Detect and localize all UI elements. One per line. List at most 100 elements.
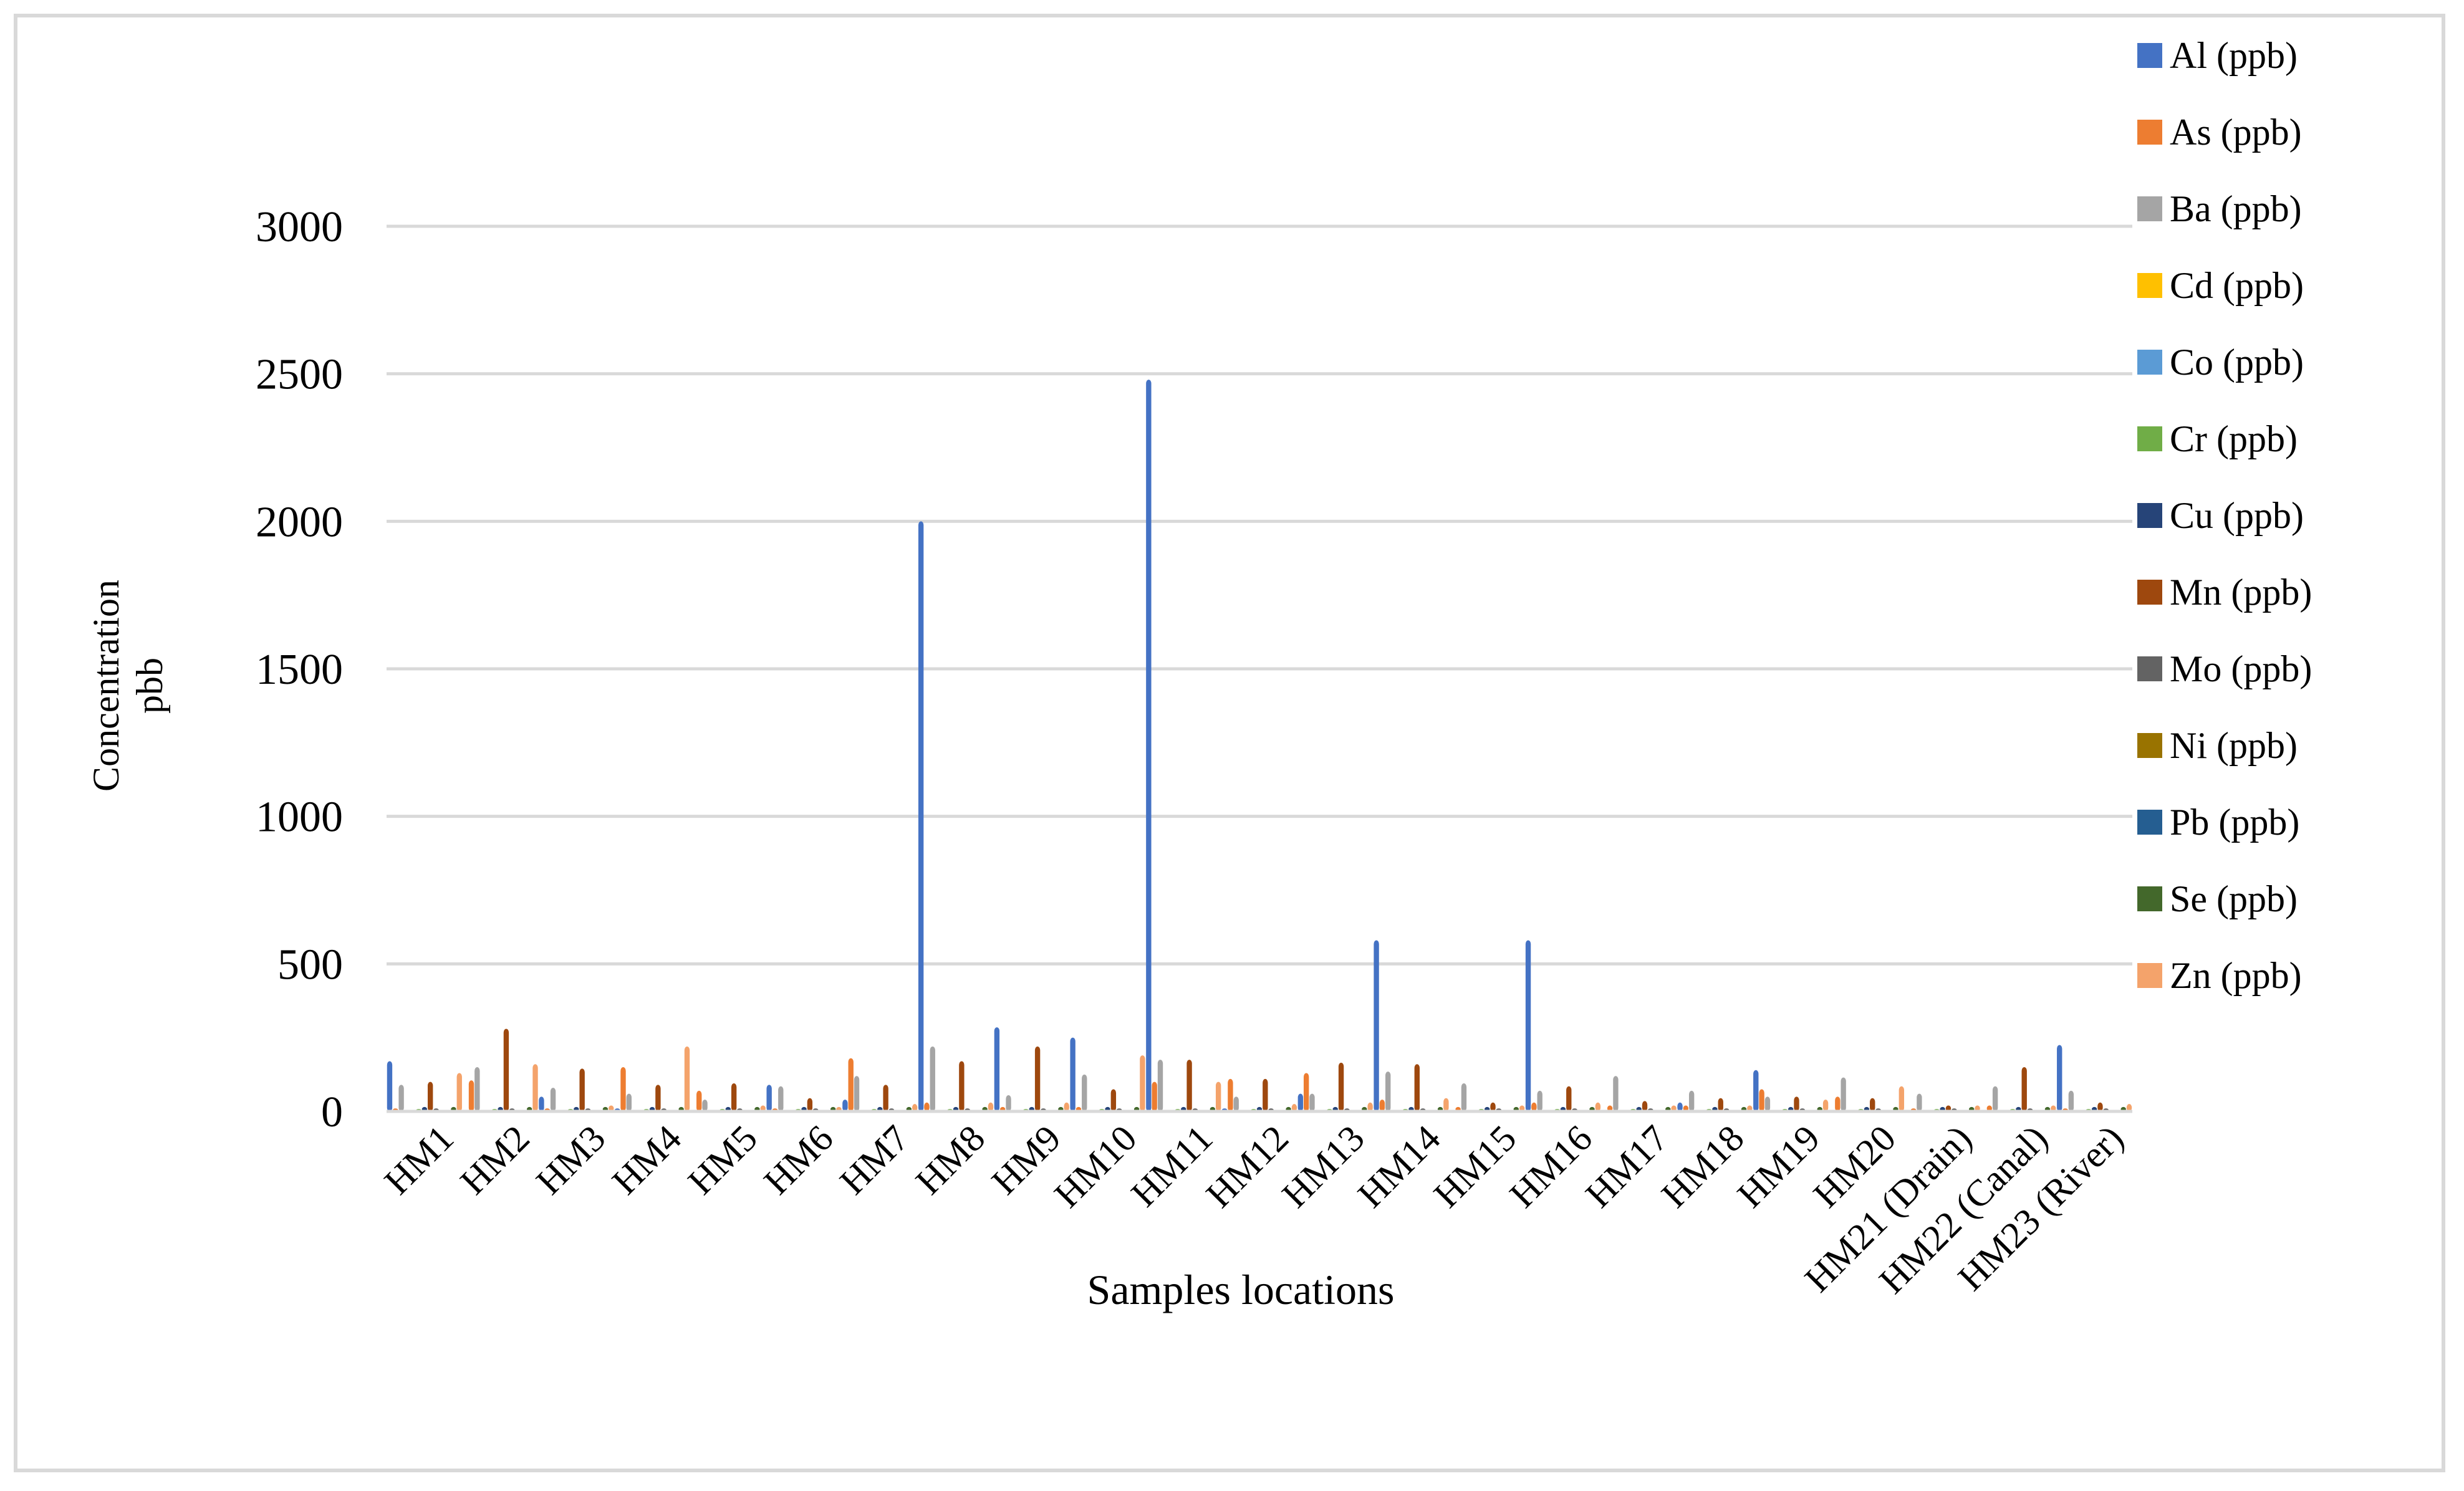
bar <box>1291 1104 1297 1111</box>
legend: Al (ppb) As (ppb) Ba (ppb) Cd (ppb) Co (ppb)… <box>2137 35 2312 996</box>
bar <box>1367 1102 1373 1111</box>
legend-swatch <box>2137 350 2162 375</box>
bar <box>1677 1102 1683 1111</box>
x-tick-label: HM16 <box>1502 1118 1600 1215</box>
legend-swatch <box>2137 886 2162 911</box>
x-tick-label: HM4 <box>604 1118 689 1202</box>
x-tick-label: HM11 <box>1124 1118 1221 1215</box>
bar <box>1753 1070 1759 1111</box>
series-ba <box>398 1046 2074 1111</box>
y-axis-tick-labels: 0 500 1000 1500 2000 2500 3000 <box>256 203 343 1136</box>
bar <box>848 1058 854 1111</box>
bar <box>1070 1037 1076 1111</box>
bar <box>1263 1078 1268 1111</box>
x-axis-label: Samples locations <box>1087 1266 1395 1313</box>
legend-swatch <box>2137 273 2162 298</box>
bar <box>2097 1102 2103 1111</box>
x-tick-label: HM7 <box>832 1118 917 1202</box>
x-tick-label: HM12 <box>1198 1118 1296 1215</box>
bar <box>1414 1064 1420 1111</box>
legend-swatch <box>2137 196 2162 221</box>
legend-item: Cu (ppb) <box>2137 495 2304 536</box>
legend-item: Co (ppb) <box>2137 342 2304 383</box>
legend-label: Cu (ppb) <box>2170 495 2304 536</box>
bar <box>702 1100 708 1111</box>
bar <box>1525 940 1531 1111</box>
bar <box>1233 1096 1239 1111</box>
bar <box>696 1090 702 1111</box>
legend-swatch <box>2137 963 2162 988</box>
bar <box>684 1046 690 1111</box>
legend-label: As (ppb) <box>2170 112 2302 153</box>
legend-label: Ni (ppb) <box>2170 725 2298 766</box>
bar <box>579 1068 585 1111</box>
x-tick-label: HM6 <box>756 1118 841 1202</box>
bar <box>398 1085 404 1111</box>
bar <box>766 1085 772 1111</box>
legend-item: Cr (ppb) <box>2137 418 2298 459</box>
bar <box>930 1046 935 1111</box>
chart-frame <box>14 14 2445 1472</box>
legend-swatch <box>2137 733 2162 758</box>
bar <box>1461 1083 1467 1111</box>
bar <box>1794 1096 1799 1111</box>
y-tick-label: 2000 <box>256 498 343 546</box>
legend-swatch <box>2137 43 2162 68</box>
legend-item: As (ppb) <box>2137 112 2302 153</box>
series-zn <box>456 1046 2132 1111</box>
x-tick-label: HM17 <box>1577 1118 1675 1215</box>
legend-label: Co (ppb) <box>2170 342 2304 383</box>
bar <box>1374 940 1379 1111</box>
bar <box>1490 1102 1496 1111</box>
y-axis-label-line-1: Concentration <box>85 580 127 792</box>
legend-swatch <box>2137 656 2162 681</box>
bar <box>1764 1096 1771 1111</box>
legend-label: Ba (ppb) <box>2170 188 2302 229</box>
legend-item: Zn (ppb) <box>2137 955 2302 996</box>
x-tick-label: HM5 <box>680 1118 765 1202</box>
legend-swatch <box>2137 503 2162 528</box>
bar <box>1841 1077 1846 1111</box>
bar <box>883 1085 888 1111</box>
bar <box>1064 1102 1069 1111</box>
bar <box>387 1061 393 1111</box>
bar <box>1531 1102 1537 1111</box>
bar <box>1443 1098 1449 1111</box>
bar <box>994 1027 1000 1111</box>
bar <box>626 1093 632 1111</box>
x-tick-label: HM19 <box>1730 1118 1827 1215</box>
bar <box>1688 1090 1695 1111</box>
bar <box>1870 1098 1875 1111</box>
bar <box>1379 1100 1385 1111</box>
x-tick-label: HM15 <box>1426 1118 1524 1215</box>
x-tick-label: HM3 <box>528 1118 613 1202</box>
legend-item: Mo (ppb) <box>2137 648 2312 689</box>
y-tick-label: 1500 <box>256 646 343 694</box>
bar <box>1228 1078 1233 1111</box>
series-as <box>393 1058 2068 1111</box>
bar <box>655 1085 661 1111</box>
legend-item: Se (ppb) <box>2137 878 2298 919</box>
bar <box>1157 1060 1163 1111</box>
x-tick-label: HM2 <box>453 1118 537 1202</box>
bar <box>1899 1086 1905 1111</box>
bar <box>2057 1045 2062 1111</box>
legend-item: Mn (ppb) <box>2137 572 2312 613</box>
legend-swatch <box>2137 120 2162 145</box>
y-axis-label-line-2: pbb <box>129 658 170 714</box>
legend-swatch <box>2137 580 2162 605</box>
bar <box>924 1102 930 1111</box>
legend-label: Se (ppb) <box>2170 878 2298 919</box>
bar <box>1759 1089 1764 1111</box>
bar <box>550 1088 556 1111</box>
bar <box>1537 1090 1542 1111</box>
legend-item: Ba (ppb) <box>2137 188 2302 229</box>
bar <box>1385 1072 1391 1111</box>
legend-label: Al (ppb) <box>2170 35 2298 76</box>
bar <box>1297 1093 1304 1111</box>
bar <box>1309 1093 1315 1111</box>
legend-label: Pb (ppb) <box>2170 802 2299 843</box>
bar <box>456 1073 462 1111</box>
x-tick-label: HM10 <box>1046 1118 1144 1215</box>
